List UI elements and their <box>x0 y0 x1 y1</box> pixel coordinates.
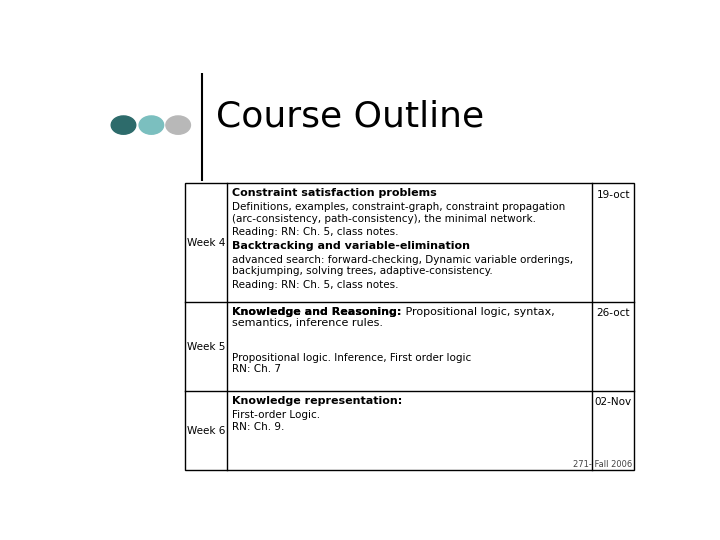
Text: Propositional logic, syntax,: Propositional logic, syntax, <box>402 307 554 317</box>
Text: 271- Fall 2006: 271- Fall 2006 <box>573 460 632 469</box>
Text: Knowledge and Reasoning:: Knowledge and Reasoning: <box>233 307 402 317</box>
Text: Reading: RN: Ch. 5, class notes.: Reading: RN: Ch. 5, class notes. <box>233 280 399 290</box>
Text: RN: Ch. 9.: RN: Ch. 9. <box>233 422 284 431</box>
Text: Week 6: Week 6 <box>186 426 225 436</box>
Text: Course Outline: Course Outline <box>215 100 484 134</box>
Text: Knowledge representation:: Knowledge representation: <box>233 396 402 406</box>
Text: 02-Nov: 02-Nov <box>595 397 631 408</box>
Text: Reading: RN: Ch. 5, class notes.: Reading: RN: Ch. 5, class notes. <box>233 227 399 238</box>
Circle shape <box>139 116 163 134</box>
Text: Week 4: Week 4 <box>186 238 225 247</box>
Circle shape <box>111 116 136 134</box>
Text: advanced search: forward-checking, Dynamic variable orderings,
backjumping, solv: advanced search: forward-checking, Dynam… <box>233 255 573 276</box>
Text: semantics, inference rules.: semantics, inference rules. <box>233 319 383 328</box>
Text: Propositional logic. Inference, First order logic: Propositional logic. Inference, First or… <box>233 353 472 363</box>
Text: Week 5: Week 5 <box>186 341 225 352</box>
Circle shape <box>166 116 190 134</box>
Text: Knowledge and Reasoning:: Knowledge and Reasoning: <box>233 307 402 317</box>
Text: RN: Ch. 7: RN: Ch. 7 <box>233 364 282 374</box>
Bar <box>185 183 634 470</box>
Text: Backtracking and variable-elimination: Backtracking and variable-elimination <box>233 241 470 251</box>
Text: Definitions, examples, constraint-graph, constraint propagation
(arc-consistency: Definitions, examples, constraint-graph,… <box>233 202 565 224</box>
Text: First-order Logic.: First-order Logic. <box>233 410 320 420</box>
Text: 26-oct: 26-oct <box>596 308 630 318</box>
Text: Constraint satisfaction problems: Constraint satisfaction problems <box>233 188 437 198</box>
Text: 19-oct: 19-oct <box>596 190 630 200</box>
